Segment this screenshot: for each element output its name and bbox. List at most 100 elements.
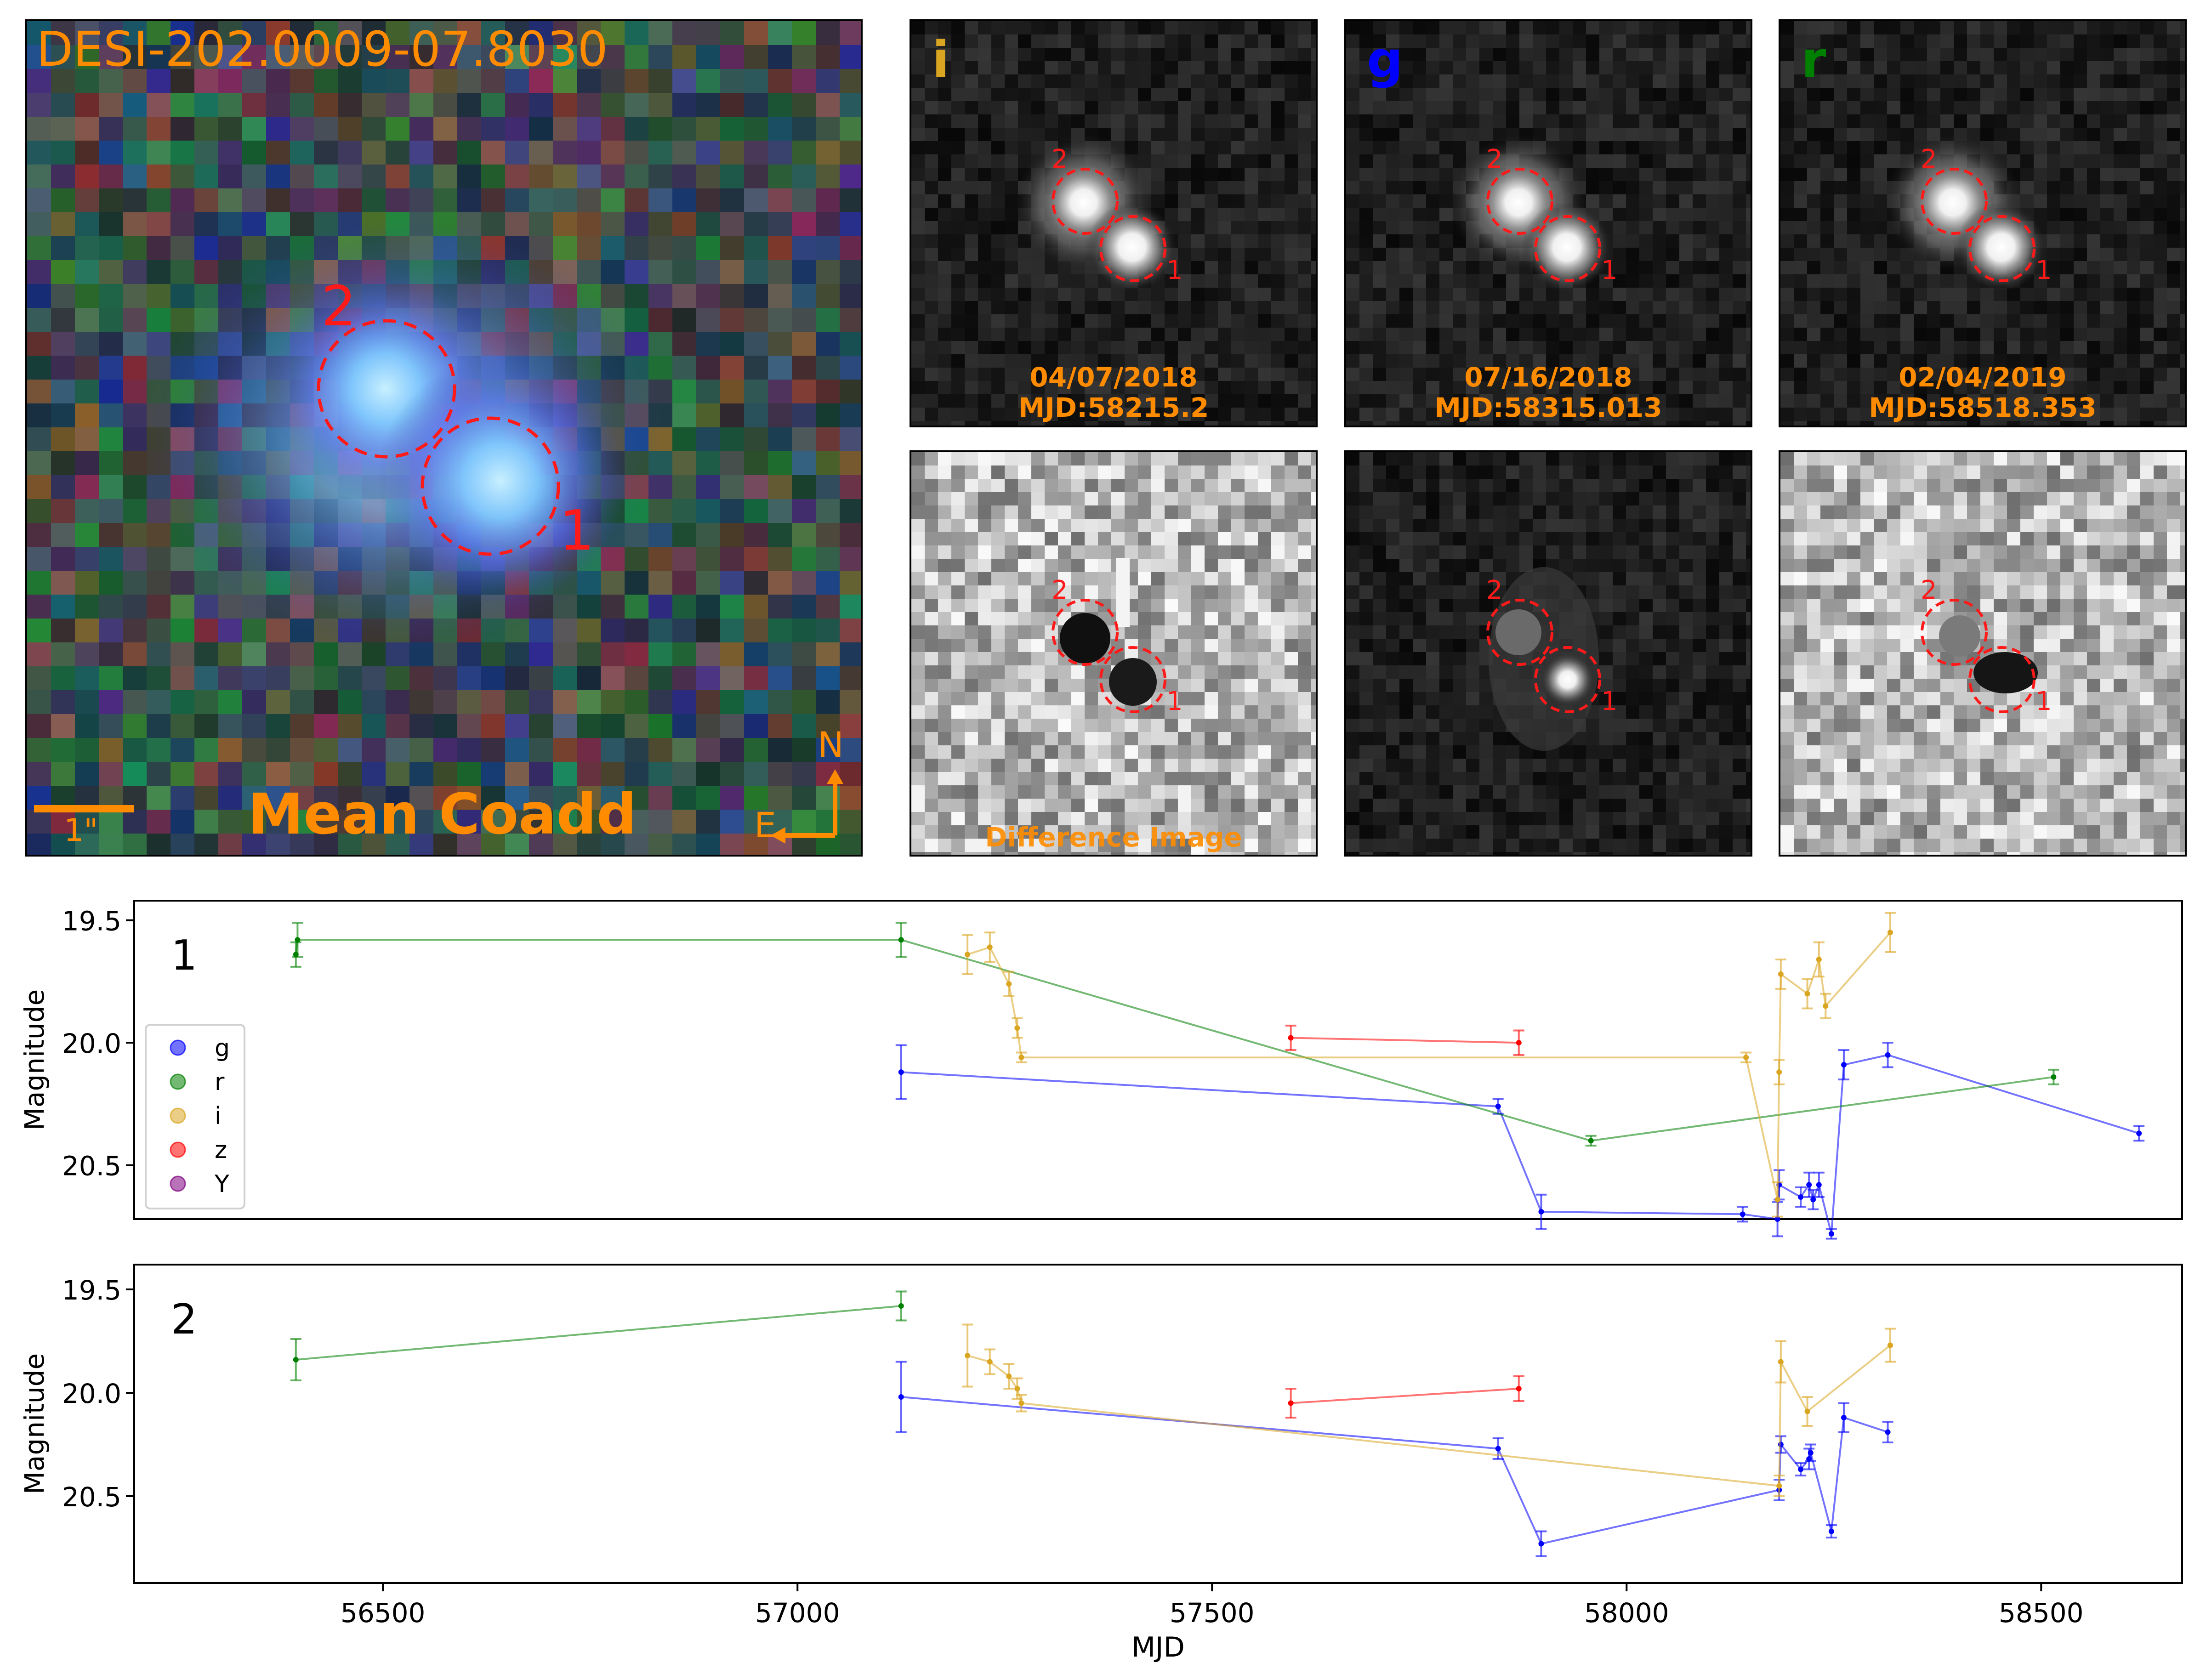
data-point [898, 937, 904, 943]
data-point [1828, 1231, 1834, 1237]
circle-2 [1486, 168, 1553, 235]
data-point [1018, 1400, 1024, 1406]
data-point [1804, 1408, 1810, 1414]
legend-label: z [215, 1136, 227, 1164]
difference-r: 2 1 [1779, 450, 2187, 857]
series-z [1285, 1024, 1524, 1056]
data-point [1516, 1040, 1522, 1046]
object-title: DESI-202.0009-07.8030 [36, 21, 608, 77]
legend-marker [170, 1141, 186, 1158]
cutout-g-image [1346, 21, 1751, 426]
data-point [987, 1359, 993, 1365]
data-point [1014, 1386, 1020, 1391]
data-point [1495, 1446, 1501, 1452]
plot-frame [133, 900, 2183, 1220]
data-point [1006, 1374, 1012, 1379]
data-point [1806, 1182, 1812, 1188]
coadd-panel: DESI-202.0009-07.8030 2 1 1" Mean Coadd … [25, 19, 863, 857]
data-point [1798, 1466, 1804, 1472]
band-letter-i: i [932, 30, 949, 89]
series-i [962, 912, 1896, 1218]
data-point [1014, 1025, 1020, 1031]
marker-1: 1 [1601, 255, 1618, 285]
data-point [1778, 1359, 1784, 1365]
marker-2: 2 [1052, 575, 1068, 605]
data-point [1776, 1069, 1782, 1075]
legend-marker [170, 1073, 186, 1090]
legend-marker [170, 1107, 186, 1124]
data-point [1538, 1209, 1544, 1215]
series-z [1285, 1375, 1524, 1419]
data-point [965, 952, 971, 958]
legend-label: i [215, 1102, 221, 1130]
y-axis-label: Magnitude [19, 989, 50, 1130]
series-line-r [296, 1305, 901, 1361]
compass-arrows [771, 769, 843, 844]
difference-r-image [1780, 452, 2185, 855]
series-i [962, 1323, 1896, 1497]
data-point [2136, 1130, 2142, 1136]
difference-label: Difference Image [985, 822, 1242, 853]
cutout-r-mjd: MJD:58518.353 [1869, 392, 2097, 423]
data-point [898, 1394, 904, 1400]
marker-2: 2 [1052, 144, 1068, 174]
panel-label: 1 [171, 931, 197, 980]
data-point [1885, 1052, 1891, 1058]
cutout-g-date: 07/16/2018 [1464, 362, 1632, 393]
marker-2: 2 [1486, 144, 1503, 174]
circle-1 [1099, 215, 1166, 282]
series-line-z [1291, 1037, 1519, 1044]
legend-label: Y [214, 1170, 229, 1198]
coadd-image [27, 21, 861, 855]
data-point [1538, 1541, 1544, 1547]
data-point [965, 1353, 971, 1358]
source-2-circle [317, 319, 456, 459]
x-tick-label: 58000 [1584, 1597, 1669, 1629]
series-line-z [1291, 1388, 1519, 1404]
source-1-circle [421, 416, 560, 556]
data-point [1288, 1035, 1294, 1041]
circle-1 [1968, 215, 2035, 282]
difference-g-image [1346, 452, 1751, 855]
marker-1: 1 [2035, 687, 2052, 716]
coadd-label: Mean Coadd [248, 782, 637, 847]
data-point [1588, 1138, 1594, 1144]
legend-marker [170, 1175, 186, 1192]
legend-box [145, 1024, 245, 1209]
data-point [1887, 1342, 1893, 1348]
data-point [1810, 1197, 1816, 1203]
marker-1: 1 [1166, 687, 1183, 716]
series-r [290, 1290, 907, 1381]
difference-i-image [911, 452, 1316, 855]
band-letter-g: g [1367, 30, 1403, 89]
y-tick-label: 20.0 [62, 1028, 121, 1059]
cutout-i: i 2 1 04/07/2018 MJD:58215.2 [910, 19, 1318, 427]
scale-bar [34, 805, 134, 812]
circle-2 [1921, 599, 1988, 666]
x-axis-label: MJD [1131, 1631, 1185, 1663]
data-point [1774, 1197, 1780, 1203]
circle-2 [1486, 599, 1553, 666]
data-point [987, 944, 993, 950]
data-point [1841, 1062, 1847, 1068]
y-tick-label: 19.5 [62, 1275, 121, 1306]
cutout-i-mjd: MJD:58215.2 [1018, 392, 1209, 423]
series-line-g [901, 1054, 2139, 1234]
cutout-r-image [1780, 21, 2185, 426]
circle-1 [1534, 215, 1601, 282]
scale-label: 1" [64, 812, 98, 849]
circle-2 [1052, 168, 1119, 235]
legend-marker [170, 1039, 186, 1056]
lightcurve-panel-2: 19.5 20.0 20.5 Magnitude 2 56500 57000 57500 580… [19, 1264, 2183, 1663]
compass-e: E [754, 805, 777, 846]
data-point [1816, 1182, 1822, 1188]
cutout-r: r 2 1 02/04/2019 MJD:58518.353 [1779, 19, 2187, 427]
cutout-r-date: 02/04/2019 [1899, 362, 2067, 393]
circle-2 [1052, 599, 1119, 666]
cutout-i-date: 04/07/2018 [1029, 362, 1198, 393]
x-tick-label: 57000 [755, 1597, 840, 1629]
series-g [895, 1042, 2145, 1240]
